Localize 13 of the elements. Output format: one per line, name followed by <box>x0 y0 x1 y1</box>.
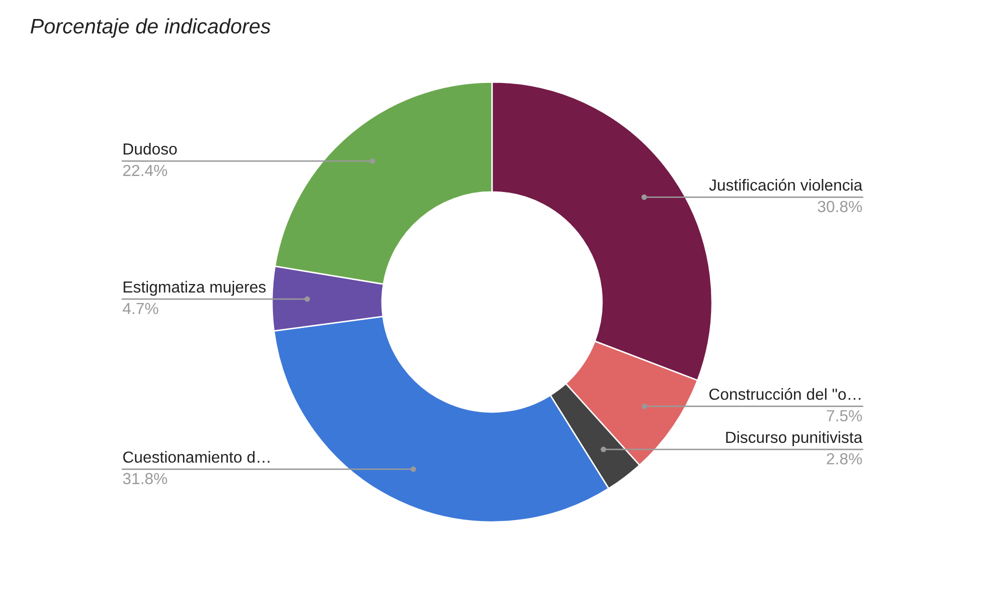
slice-label: Construcción del "o… <box>709 388 860 400</box>
data-label: 31.8% <box>123 472 168 484</box>
data-label: 2.8% <box>826 453 862 464</box>
slice-label: Justificación violencia <box>709 178 862 191</box>
slice-label: Dudoso <box>124 142 177 155</box>
chart-title: Porcentaje de indicadores <box>30 18 270 38</box>
data-label: 7.5% <box>826 410 862 422</box>
slice-label: Estigmatiza mujeres <box>124 280 266 296</box>
data-label: 22.4% <box>123 164 168 176</box>
slice-label: Discurso punitivista <box>726 431 862 446</box>
slice-label: Cuestionamiento d… <box>123 451 270 463</box>
data-label: 30.8% <box>818 200 862 212</box>
data-label: 4.7% <box>122 302 158 314</box>
